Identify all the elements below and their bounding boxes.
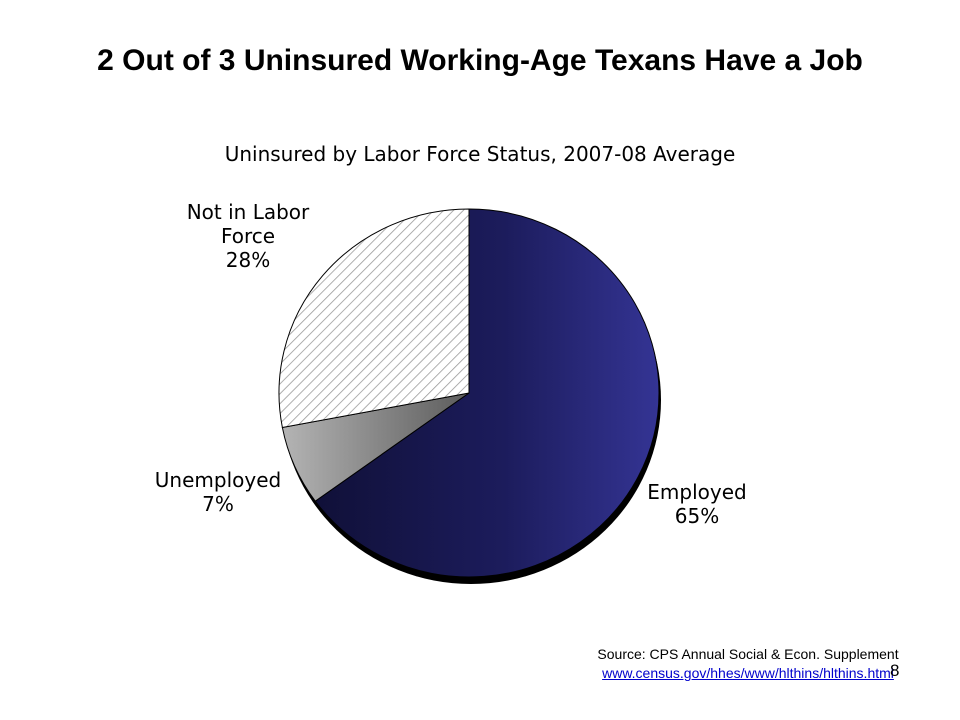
source-block: Source: CPS Annual Social & Econ. Supple…	[560, 645, 936, 683]
pie-slice-not-in-labor-force	[278, 208, 470, 429]
slide-title: 2 Out of 3 Uninsured Working-Age Texans …	[97, 44, 863, 77]
slice-label-unemployed: Unemployed 7%	[155, 468, 281, 516]
source-text: Source: CPS Annual Social & Econ. Supple…	[597, 646, 899, 662]
pie-slice-employed	[314, 208, 660, 578]
source-link[interactable]: www.census.gov/hhes/www/hlthins/hlthins.…	[602, 665, 894, 681]
slice-label-employed: Employed 65%	[647, 480, 746, 528]
page-number: 8	[890, 661, 900, 680]
chart-title: Uninsured by Labor Force Status, 2007-08…	[225, 142, 736, 166]
slice-label-not-in-labor-force: Not in Labor Force 28%	[187, 200, 310, 272]
